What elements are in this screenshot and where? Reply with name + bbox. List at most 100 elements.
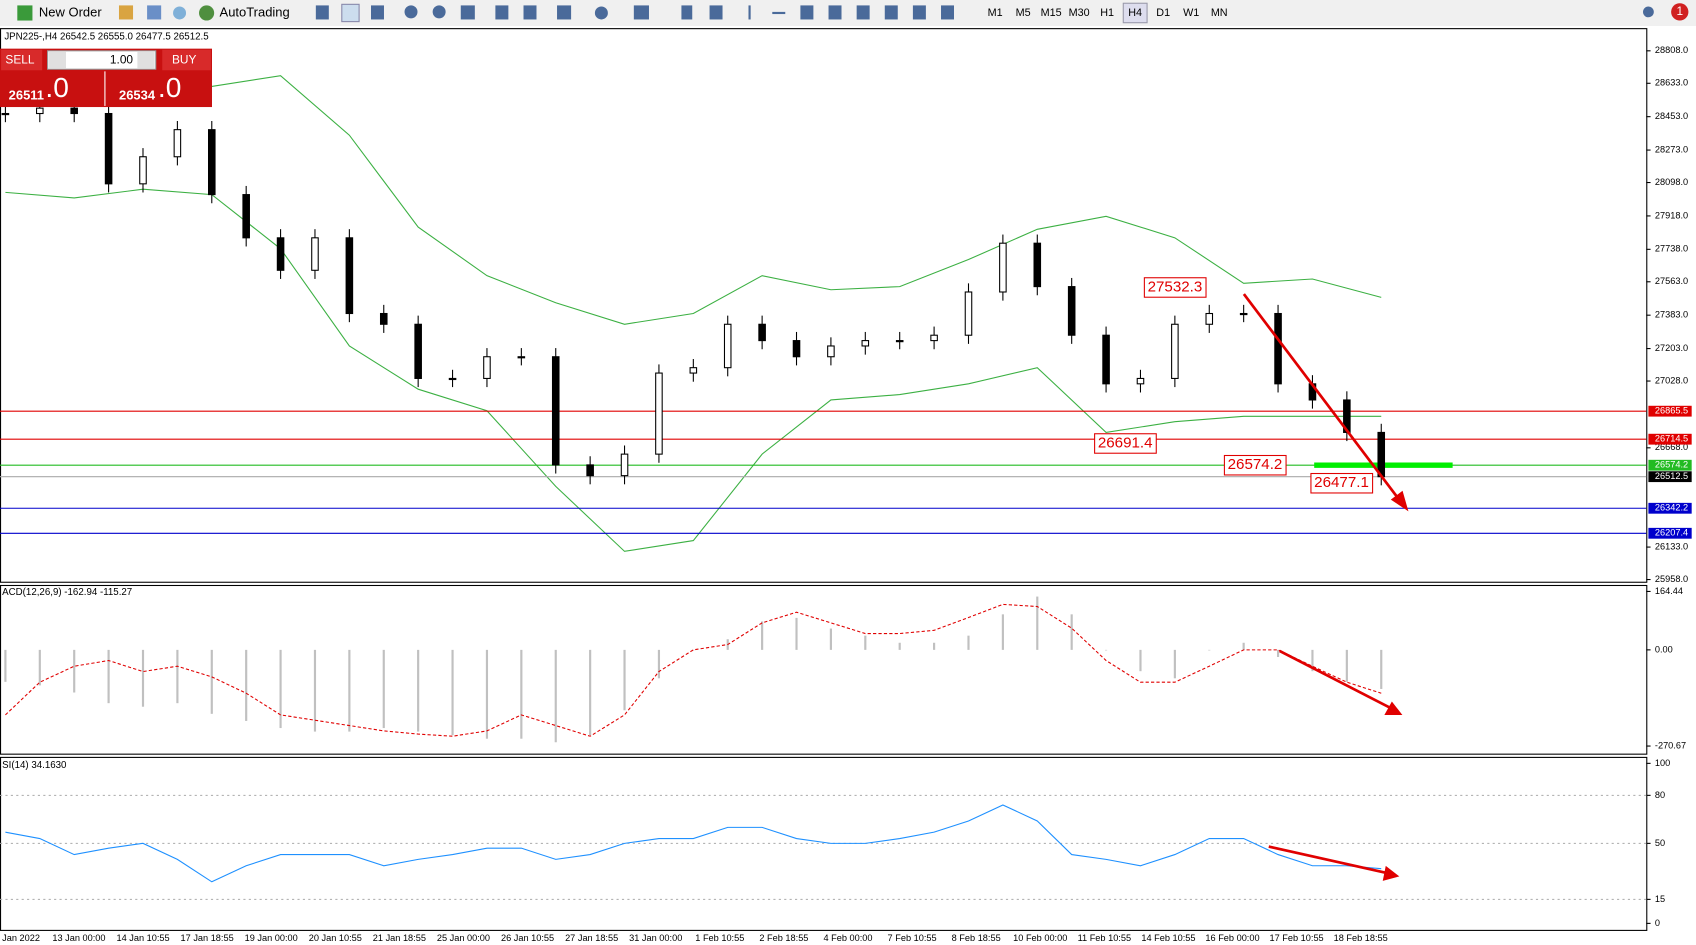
timeframe-button[interactable]: MN (1211, 7, 1228, 19)
bid-price[interactable]: 26511 (9, 88, 44, 103)
toolbar-icon[interactable] (432, 5, 446, 19)
search-icon[interactable] (1643, 6, 1654, 18)
macd-bar (1104, 649, 1108, 651)
y-tick-label: 28098.0 (1655, 177, 1688, 187)
bid-fraction[interactable]: .0 (45, 72, 68, 103)
toolbar-icon[interactable] (118, 5, 134, 20)
toolbar-icon[interactable] (341, 3, 360, 23)
x-tick-label: 4 Feb 00:00 (823, 933, 872, 943)
timeframe-button[interactable]: W1 (1183, 7, 1199, 19)
ask-price[interactable]: 26534 (119, 88, 156, 103)
y-tick-label: 27203.0 (1655, 343, 1688, 353)
timeframe-button[interactable]: H1 (1100, 7, 1114, 19)
ask-fraction[interactable]: .0 (158, 72, 181, 103)
toolbar-icons (315, 3, 1654, 23)
toolbar-icon[interactable] (495, 5, 509, 20)
y-tick-label: 27738.0 (1655, 244, 1688, 254)
toolbar-icon[interactable] (828, 5, 842, 20)
trend-arrow (1278, 649, 1394, 711)
y-tick-label: 27383.0 (1655, 310, 1688, 320)
price-tag (1648, 459, 1692, 471)
price-annotation: 26477.1 (1314, 474, 1369, 491)
macd-bar (864, 635, 867, 650)
toolbar-icon[interactable] (460, 5, 475, 20)
timeframe-button[interactable]: M30 (1069, 7, 1090, 19)
toolbar-icon[interactable] (884, 5, 898, 20)
y-tick-label: -270.67 (1655, 740, 1686, 750)
candle (1033, 242, 1042, 288)
sell-button[interactable] (1, 49, 43, 71)
y-tick-label: 26668.0 (1655, 442, 1688, 452)
toolbar-icon[interactable] (523, 5, 537, 20)
macd-bar (451, 649, 454, 736)
toolbar-icon[interactable] (315, 5, 329, 20)
toolbar-icon[interactable] (856, 5, 870, 20)
buy-label[interactable]: BUY (172, 53, 197, 67)
candle (1205, 312, 1214, 325)
lot-decrease[interactable] (48, 51, 66, 69)
toolbar-icon[interactable] (557, 5, 572, 20)
lot-value[interactable]: 1.00 (110, 53, 134, 67)
autotrading-button[interactable]: AutoTrading (220, 4, 290, 19)
toolbar-icon[interactable] (404, 5, 418, 19)
x-tick-label: Jan 2022 (2, 933, 40, 943)
candle (1377, 431, 1386, 478)
x-tick-label: 17 Jan 18:55 (181, 933, 234, 943)
timeframe-button[interactable]: D1 (1156, 7, 1170, 19)
toolbar-icon[interactable] (709, 5, 723, 20)
timeframe-bar: M1 M5 M15 M30 H1 H4 D1 W1 MN (988, 2, 1228, 24)
candle (276, 237, 285, 271)
timeframe-button[interactable]: M15 (1041, 7, 1062, 19)
y-tick-label: 28453.0 (1655, 111, 1688, 121)
macd-bar (382, 649, 385, 729)
macd-bar (761, 621, 764, 650)
toolbar-icon[interactable] (912, 5, 926, 20)
toolbar (0, 0, 1696, 26)
candle (723, 323, 732, 369)
x-tick-label: 14 Jan 10:55 (116, 933, 169, 943)
y-tick-label: 27028.0 (1655, 375, 1688, 385)
candle (1171, 323, 1179, 379)
trend-arrows (1242, 293, 1409, 881)
macd-bar (4, 649, 7, 682)
timeframe-button[interactable]: H4 (1128, 7, 1142, 19)
toolbar-icon[interactable] (941, 5, 954, 20)
toolbar-icon[interactable] (748, 5, 751, 20)
candle (792, 340, 801, 358)
y-tick-label: 28633.0 (1655, 78, 1688, 88)
y-tick-label: 50 (1655, 838, 1665, 848)
x-tick-label: 25 Jan 00:00 (437, 933, 490, 943)
new-order-button[interactable]: New Order (39, 4, 102, 19)
macd-bar (176, 649, 179, 704)
timeframe-active (1122, 2, 1148, 24)
sell-label[interactable]: SELL (5, 53, 34, 67)
toolbar-icon[interactable] (633, 5, 649, 20)
notification-badge[interactable] (1671, 3, 1689, 21)
toolbar-icon[interactable] (800, 5, 814, 20)
macd-bar (141, 649, 145, 707)
macd-bar (210, 649, 213, 714)
candle (414, 323, 422, 379)
y-tick-label: 28808.0 (1655, 45, 1688, 55)
toolbar-icon[interactable] (147, 5, 162, 20)
timeframe-button[interactable]: M5 (1016, 7, 1031, 19)
toolbar-icon[interactable] (681, 5, 693, 20)
toolbar-icon[interactable] (594, 6, 608, 20)
macd-bar (245, 649, 248, 721)
x-tick-label: 11 Feb 10:55 (1078, 933, 1131, 943)
buy-button[interactable] (162, 49, 211, 71)
timeframe-button[interactable]: M1 (988, 7, 1003, 19)
candle (758, 323, 766, 342)
price-tag-label: 26574.2 (1655, 460, 1688, 470)
x-tick-label: 7 Feb 10:55 (888, 933, 937, 943)
y-tick-label: 27563.0 (1655, 276, 1688, 286)
lot-increase[interactable] (137, 51, 155, 69)
toolbar-icon[interactable] (772, 11, 786, 15)
toolbar-icon[interactable] (173, 6, 187, 20)
lot-input[interactable] (47, 50, 157, 70)
new-order-icon[interactable] (17, 5, 33, 21)
autotrading-icon[interactable] (199, 5, 215, 21)
y-tick-label: 164.44 (1655, 586, 1683, 596)
toolbar-icon[interactable] (371, 5, 384, 20)
